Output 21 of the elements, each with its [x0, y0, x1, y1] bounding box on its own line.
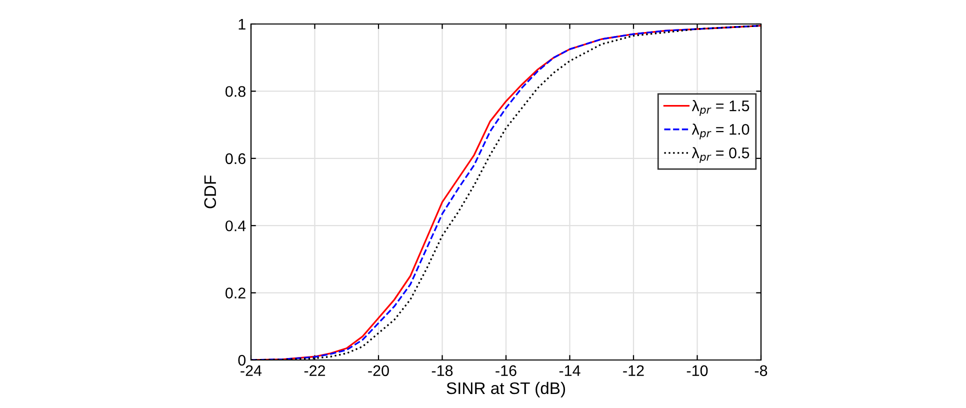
- y-tick-label: 0.2: [226, 288, 246, 298]
- y-tick-label: 1: [238, 19, 246, 30]
- x-tick-label: -22: [304, 365, 326, 376]
- y-tick-label: 0.8: [226, 86, 246, 97]
- legend-label: λ$_{pr}$ = 1.0: [692, 124, 750, 140]
- x-axis-title: SINR at ST (dB): [446, 382, 566, 398]
- x-tick-label: -8: [754, 365, 768, 376]
- line-series: [251, 24, 761, 360]
- y-tick-label: 0.4: [226, 220, 246, 232]
- y-axis-title: CDF: [204, 176, 216, 208]
- x-tick-label: -18: [432, 365, 453, 376]
- x-tick-label: -16: [496, 365, 516, 376]
- x-tick-label: -12: [623, 365, 644, 376]
- x-tick-label: -10: [686, 365, 708, 376]
- x-tick-label: -20: [368, 365, 389, 376]
- x-tick-label: -14: [559, 365, 580, 376]
- y-tick-label: 0.6: [226, 153, 246, 164]
- legend-label: λ$_{pr}$ = 1.5: [692, 100, 750, 116]
- x-tick-label: -24: [240, 365, 262, 376]
- legend-label: λ$_{pr}$ = 0.5: [692, 147, 750, 163]
- y-tick-label: 0: [238, 354, 246, 366]
